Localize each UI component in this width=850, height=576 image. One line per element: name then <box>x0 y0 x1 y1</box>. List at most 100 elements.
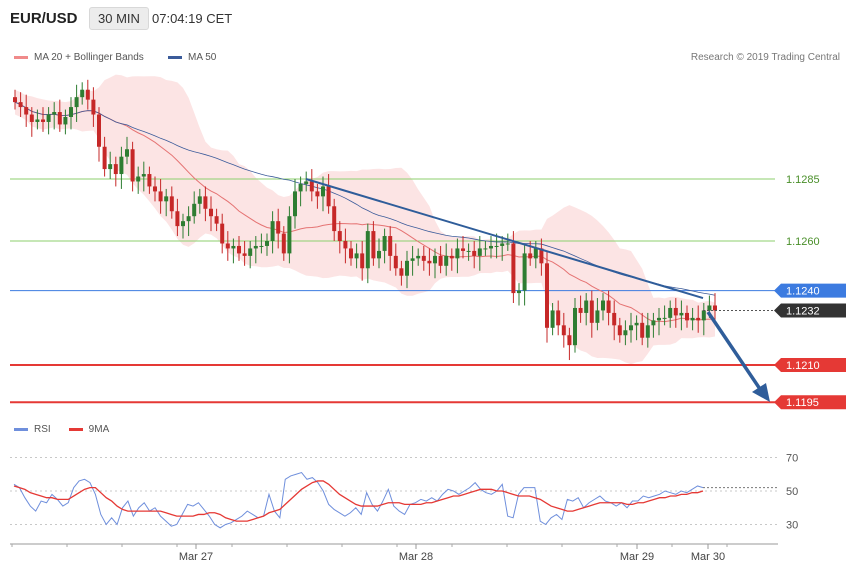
time-tick-label: Mar 27 <box>179 551 213 563</box>
candle <box>657 307 661 336</box>
rsi-ma-line <box>13 480 704 522</box>
candle <box>489 236 493 259</box>
candle <box>589 290 594 338</box>
candle-body <box>326 186 331 207</box>
candle-body <box>696 317 701 321</box>
candle <box>281 226 286 261</box>
rsi-tick-30: 30 <box>786 520 798 532</box>
candle-body <box>293 191 297 217</box>
candle <box>214 208 219 232</box>
candle-body <box>606 300 611 313</box>
candle <box>85 79 90 110</box>
candle <box>315 183 320 209</box>
candle <box>606 290 611 326</box>
candle-body <box>259 245 264 247</box>
candle-body <box>416 255 421 259</box>
rsi-panel: 70 50 30 <box>10 453 798 532</box>
candle <box>528 241 533 266</box>
candle-body <box>220 223 225 244</box>
candle-body <box>477 248 482 256</box>
candle <box>421 245 426 271</box>
candle-body <box>63 117 68 125</box>
candle-body <box>433 255 437 264</box>
candle <box>673 298 678 328</box>
candle <box>545 250 549 343</box>
candle-body <box>253 245 258 249</box>
candle-body <box>427 260 432 264</box>
candle-body <box>444 255 449 266</box>
candle <box>153 176 157 202</box>
candle-body <box>119 156 124 175</box>
candle-body <box>153 186 157 192</box>
candle-body <box>41 119 45 122</box>
candle-body <box>125 149 129 157</box>
candle-body <box>382 236 387 251</box>
candle <box>108 151 113 179</box>
candle-body <box>483 248 488 250</box>
timeframe-selector[interactable]: 30 MIN <box>89 7 149 30</box>
candle-body <box>186 216 191 222</box>
candle-body <box>393 255 398 269</box>
ma50-swatch <box>168 56 182 59</box>
candle-body <box>13 97 17 103</box>
candle <box>410 245 415 276</box>
candle-body <box>18 102 23 108</box>
candle-body <box>405 260 409 276</box>
candle <box>584 293 589 326</box>
candle-body <box>141 174 146 177</box>
candle-body <box>584 300 589 313</box>
candle-body <box>164 196 169 202</box>
candle-body <box>24 107 29 115</box>
candle <box>309 169 314 202</box>
candle <box>147 166 152 194</box>
candle <box>35 109 40 130</box>
candle <box>623 320 628 346</box>
level-tag-text-1.1195: 1.1195 <box>786 397 819 409</box>
candle <box>685 305 689 328</box>
candle <box>578 295 583 323</box>
candle <box>522 243 527 306</box>
candle <box>237 236 241 261</box>
candle-body <box>57 112 62 125</box>
candle-body <box>578 307 583 313</box>
candle-body <box>175 211 180 227</box>
candle <box>270 211 275 254</box>
candle <box>662 305 667 326</box>
candle <box>46 107 51 135</box>
candle <box>539 238 544 276</box>
overlay: 1.1232 <box>305 178 846 402</box>
level-label-1.1285: 1.1285 <box>786 174 820 186</box>
candle <box>181 213 185 239</box>
candle <box>91 87 96 127</box>
rsi-tick-50: 50 <box>786 486 798 498</box>
candle-body <box>29 114 34 122</box>
candle <box>550 303 555 336</box>
candle <box>276 208 281 249</box>
candle-body <box>601 300 605 311</box>
candle-body <box>332 206 337 232</box>
candle-body <box>360 253 365 269</box>
candle <box>332 198 337 241</box>
candle-body <box>46 114 51 122</box>
candle <box>629 312 633 343</box>
candle <box>601 293 605 321</box>
candle <box>169 186 174 219</box>
candle-body <box>455 248 460 259</box>
candle-body <box>595 310 600 323</box>
symbol-label: EUR/USD <box>10 10 78 27</box>
candle-body <box>573 307 577 346</box>
candle <box>365 223 370 284</box>
candle-body <box>337 231 342 241</box>
bollinger-band <box>15 74 715 365</box>
ma20-swatch <box>14 56 28 59</box>
time-axis: Mar 27 Mar 28 Mar 29 Mar 30 <box>10 543 778 563</box>
candle <box>24 94 29 127</box>
ma20-line <box>14 101 716 323</box>
candle-body <box>377 250 381 259</box>
candle-body <box>225 243 230 249</box>
candle <box>225 231 230 261</box>
candle-body <box>629 325 633 331</box>
candle-body <box>371 231 376 259</box>
candle <box>41 107 45 132</box>
